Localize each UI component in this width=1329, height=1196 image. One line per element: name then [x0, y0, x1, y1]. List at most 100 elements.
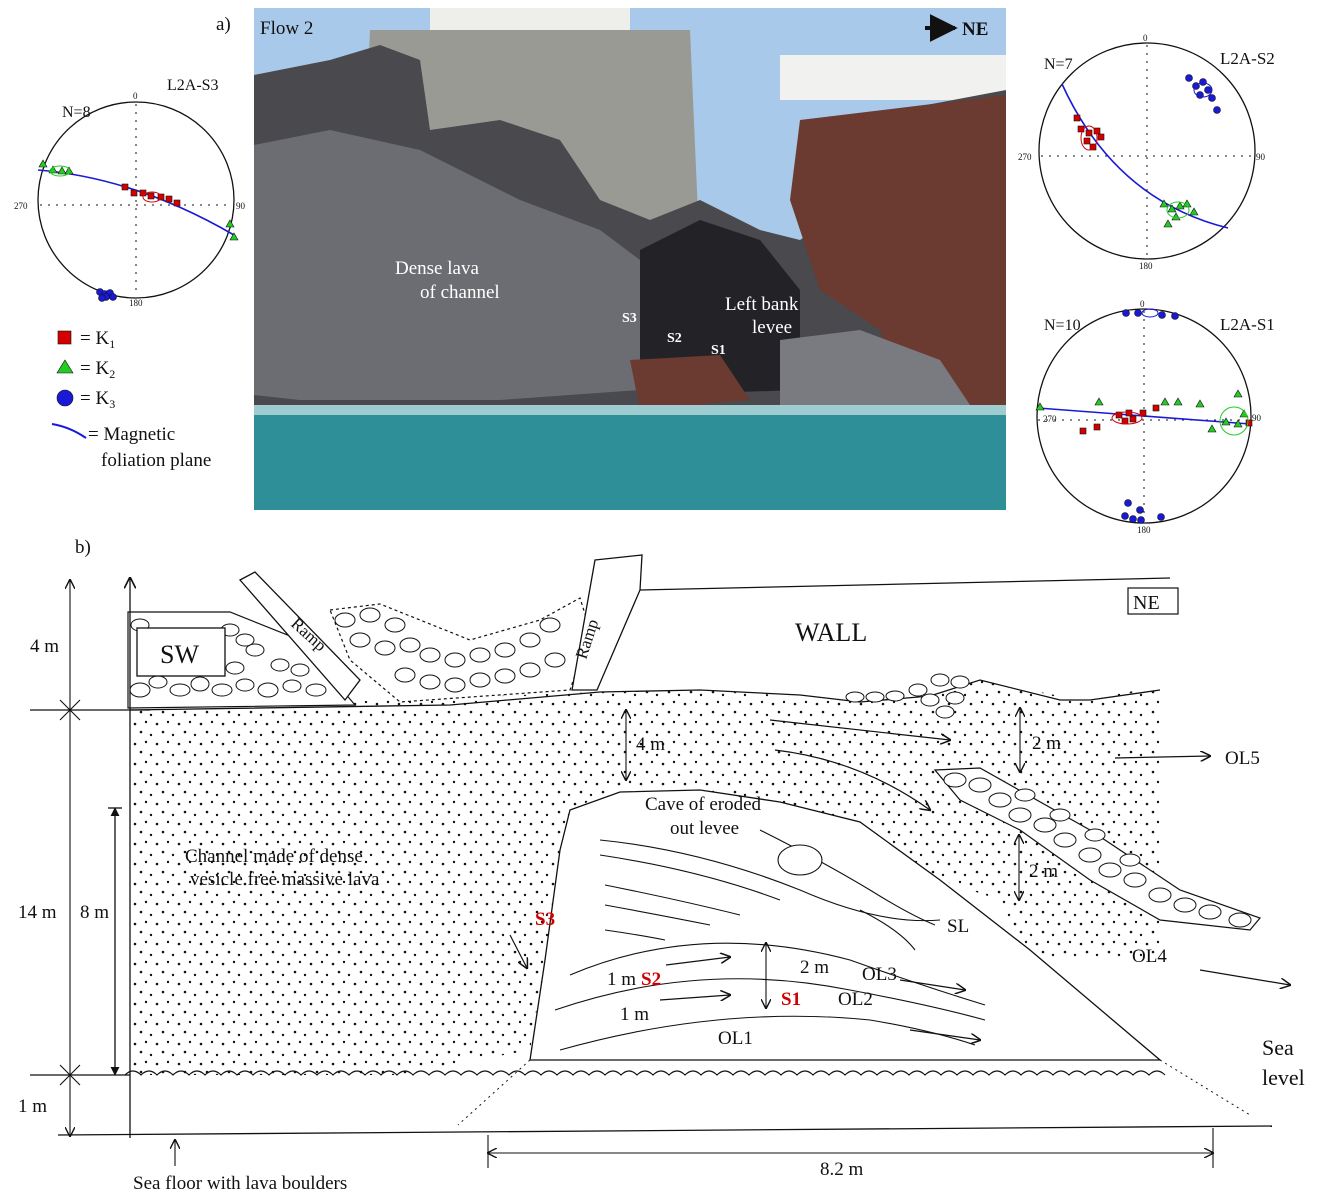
label-level: level — [1262, 1065, 1305, 1090]
label-s2: S2 — [641, 969, 661, 990]
photo-label-dense-lava: Dense lava — [395, 258, 479, 279]
sw-label: SW — [160, 640, 199, 669]
k3-points-s2 — [1185, 74, 1221, 114]
stereonet-s3-tick-0: 0 — [133, 91, 138, 101]
label-channel-2: vesicle free massive lava — [190, 869, 380, 890]
k3-points-s3 — [96, 288, 117, 302]
label-1m-lower: 1 m — [620, 1004, 649, 1025]
photo-cave — [640, 220, 800, 395]
stereonet-s1-tick-180: 180 — [1137, 525, 1151, 535]
foliation-plane-s2 — [1061, 83, 1229, 229]
label-1m-height: 1 m — [18, 1096, 47, 1117]
photo-boulder-red — [630, 355, 750, 410]
stereonet-l2a-s1: 0 90 180 270 L2A-S1 N=10 — [1035, 299, 1275, 535]
stereonet-s3-tick-180: 180 — [129, 298, 143, 308]
legend-plane-swatch — [51, 423, 87, 439]
label-2m-top: 2 m — [1032, 733, 1061, 754]
photo-red-scoria — [790, 95, 1006, 460]
label-ol2: OL2 — [838, 989, 873, 1010]
lava-surface-line — [129, 679, 1161, 711]
cave-flow-lines — [554, 829, 986, 1051]
legend-k2-swatch — [56, 359, 74, 374]
stereonet-s2-tick-180: 180 — [1139, 261, 1153, 271]
ramp-2 — [571, 554, 643, 691]
label-2m-mid: 2 m — [1029, 861, 1058, 882]
legend-k1-swatch — [57, 330, 72, 345]
cross-section: SW Ramp Ramp NE WALL — [18, 554, 1305, 1194]
rubble-right-top-clasts — [845, 673, 970, 719]
label-s3: S3 — [535, 909, 555, 930]
legend: = K1 = K2 = K3 = Magnetic foliation plan… — [51, 328, 211, 471]
stereonet-s1-id: L2A-S1 — [1220, 315, 1275, 334]
label-14m-height: 14 m — [18, 902, 57, 923]
photo-label-levee: levee — [752, 317, 792, 338]
photo-sea — [254, 405, 1006, 510]
stereonet-s3-n: N=8 — [62, 104, 91, 121]
photo-label-of-channel: of channel — [420, 282, 500, 303]
stereonet-s3-id: L2A-S3 — [167, 77, 219, 94]
stereonet-s1-n: N=10 — [1044, 317, 1081, 334]
label-width: 8.2 m — [820, 1159, 864, 1180]
photo-site-s2: S2 — [667, 331, 682, 346]
cave-dashed-right — [1159, 1059, 1251, 1116]
north-east-arrow: NE — [925, 14, 988, 42]
stereonet-l2a-s2: 0 90 180 270 L2A-S2 N=7 — [1018, 33, 1275, 271]
legend-k3-label: = K3 — [80, 388, 115, 411]
k1-points-s2 — [1073, 114, 1105, 151]
k3-points-s1 — [1121, 309, 1179, 524]
cave-clast — [777, 844, 823, 876]
label-s1: S1 — [781, 989, 801, 1010]
legend-k1-label: = K1 — [80, 328, 115, 351]
label-channel-1: Channel made of dense — [185, 846, 363, 867]
label-ol5: OL5 — [1225, 748, 1260, 769]
wall-top-line — [639, 577, 1171, 591]
photo-building-right — [780, 55, 1006, 100]
panel-a-label: a) — [216, 14, 231, 35]
rubble-center-clasts — [334, 607, 566, 693]
photo-dense-lava-block — [254, 130, 640, 400]
stereonet-s2-tick-90: 90 — [1256, 152, 1266, 162]
rubble-left-clasts — [129, 618, 327, 698]
rubble-lobe-clasts — [943, 772, 1252, 928]
label-sea: Sea — [1262, 1035, 1294, 1060]
label-cave-2: out levee — [670, 818, 739, 839]
label-sea-floor: Sea floor with lava boulders — [133, 1173, 347, 1194]
ramp-1 — [238, 571, 361, 702]
label-4m: 4 m — [636, 734, 665, 755]
legend-plane-label-1: = Magnetic — [88, 424, 175, 445]
stereonet-s2-tick-270: 270 — [1018, 152, 1032, 162]
legend-k3-swatch — [56, 389, 74, 407]
label-1m-upper: 1 m — [607, 969, 636, 990]
label-4m-height: 4 m — [30, 636, 59, 657]
label-ol4: OL4 — [1132, 946, 1167, 967]
ne-section-label: NE — [1133, 592, 1160, 614]
k2-points-s2 — [1159, 199, 1199, 228]
label-2m-cave: 2 m — [800, 957, 829, 978]
k2-points-s1 — [1035, 389, 1249, 433]
stereonet-s1-tick-0: 0 — [1140, 299, 1145, 309]
k2-points-s3 — [38, 159, 239, 241]
stereonet-s2-n: N=7 — [1044, 56, 1073, 73]
flow-arrows — [509, 719, 1290, 1040]
k1-points-s1 — [1079, 404, 1253, 435]
stereonet-l2a-s3: 0 90 180 270 L2A-S3 N=8 — [14, 77, 246, 308]
photo-surf — [254, 405, 1006, 415]
stereonet-s3-tick-270: 270 — [14, 201, 28, 211]
stereonet-s3-tick-90: 90 — [236, 201, 246, 211]
sea-level-waves — [124, 1070, 1166, 1076]
stereonet-s1-tick-270: 270 — [1043, 414, 1057, 424]
label-ol3: OL3 — [862, 964, 897, 985]
photo-site-s1: S1 — [711, 343, 726, 358]
stereonet-s2-tick-0: 0 — [1143, 33, 1148, 43]
massive-lava-dots — [130, 680, 1160, 1075]
ne-box — [1127, 587, 1179, 615]
ne-label: NE — [962, 19, 988, 40]
label-sl: SL — [947, 916, 969, 937]
cave-outline — [529, 789, 1162, 1061]
label-cave-1: Cave of eroded — [645, 794, 762, 815]
panel-b-label: b) — [75, 537, 91, 558]
cave-dashed-left — [457, 1059, 531, 1126]
label-8m-height: 8 m — [80, 902, 109, 923]
sw-box — [136, 627, 226, 677]
